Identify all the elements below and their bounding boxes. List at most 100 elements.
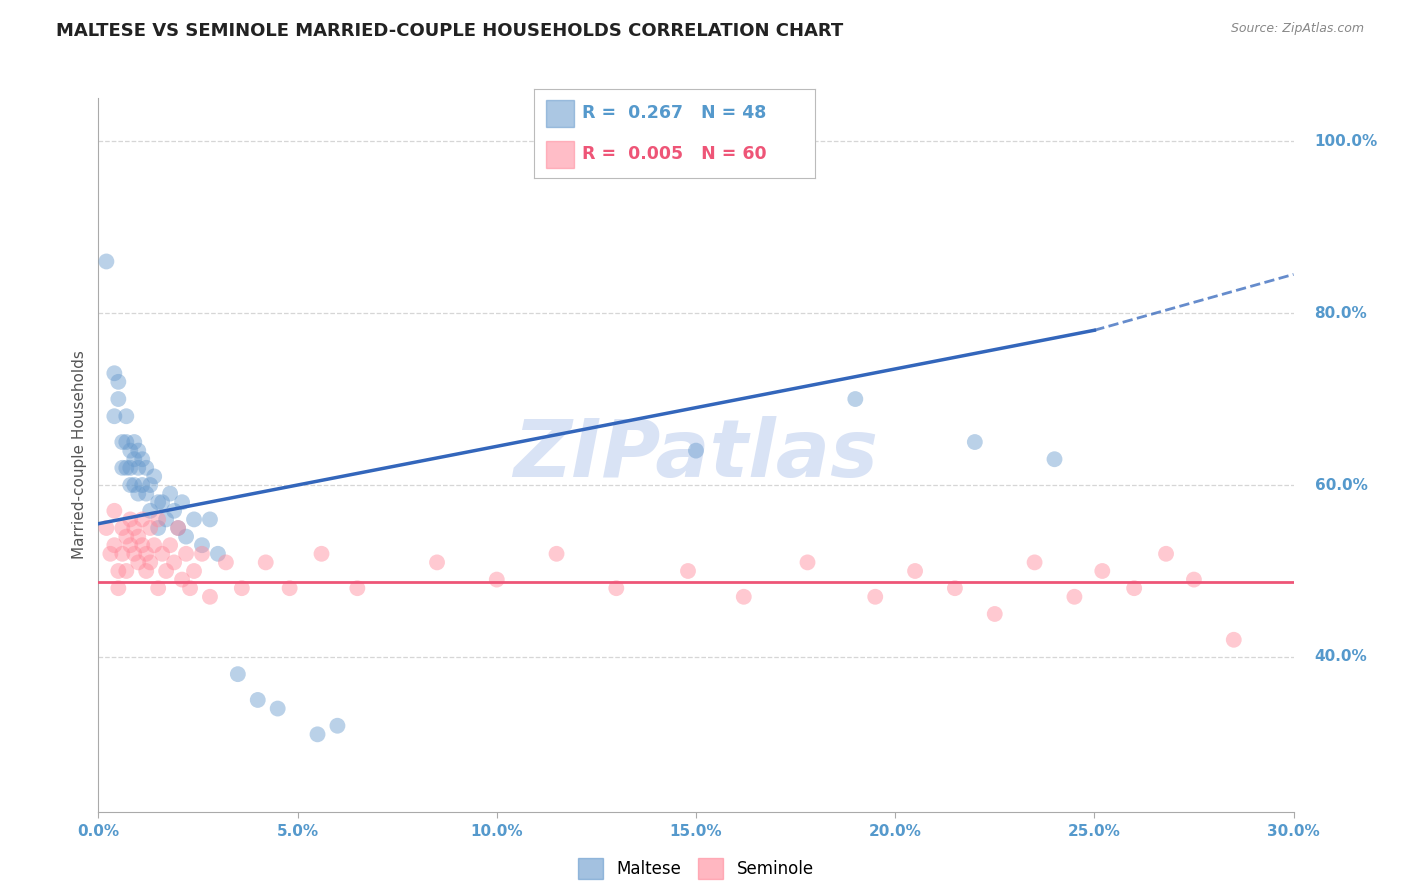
Point [115, 530, 138, 544]
Y-axis label: Married-couple Households: Married-couple Households [72, 351, 87, 559]
Point [135, 564, 157, 578]
Point [124, 521, 146, 535]
Point [107, 581, 129, 595]
Point [120, 538, 142, 552]
Point [676, 564, 699, 578]
Point [191, 547, 214, 561]
Point [863, 590, 886, 604]
Point [98, 547, 122, 561]
Point [103, 366, 125, 380]
Point [207, 547, 229, 561]
Point [1222, 632, 1246, 647]
Point [111, 547, 134, 561]
Point [1024, 555, 1046, 569]
Point [167, 521, 190, 535]
Text: 60.0%: 60.0% [1315, 477, 1368, 492]
Point [605, 581, 627, 595]
Legend: Maltese, Seminole: Maltese, Seminole [572, 852, 820, 886]
Bar [546, 100, 574, 127]
Point [150, 495, 173, 509]
Point [311, 547, 333, 561]
Point [111, 435, 134, 450]
Point [307, 727, 329, 741]
Point [1154, 547, 1177, 561]
Point [107, 392, 129, 406]
Point [115, 564, 138, 578]
Point [685, 443, 707, 458]
Point [231, 581, 253, 595]
Text: Source: ZipAtlas.com: Source: ZipAtlas.com [1230, 22, 1364, 36]
Point [943, 581, 966, 595]
Text: 100.0%: 100.0% [1315, 134, 1378, 149]
Point [120, 443, 142, 458]
Point [120, 460, 142, 475]
Point [155, 512, 177, 526]
Point [143, 538, 166, 552]
Point [135, 460, 157, 475]
Point [120, 512, 142, 526]
Point [155, 564, 177, 578]
Point [267, 701, 290, 715]
Point [124, 547, 146, 561]
Point [120, 478, 142, 492]
Text: R =  0.267   N = 48: R = 0.267 N = 48 [582, 104, 766, 122]
Point [103, 538, 125, 552]
Point [191, 538, 214, 552]
Point [179, 581, 201, 595]
Point [254, 555, 277, 569]
Point [131, 452, 153, 467]
Point [124, 478, 146, 492]
Point [127, 443, 149, 458]
Point [139, 504, 162, 518]
Point [115, 409, 138, 424]
Point [143, 469, 166, 483]
Point [174, 530, 197, 544]
Point [167, 521, 190, 535]
Point [127, 555, 149, 569]
Point [904, 564, 927, 578]
Point [198, 590, 221, 604]
Bar [546, 141, 574, 168]
Point [103, 504, 125, 518]
Point [115, 435, 138, 450]
Point [131, 478, 153, 492]
Point [172, 495, 194, 509]
Point [159, 538, 181, 552]
Text: 80.0%: 80.0% [1315, 306, 1368, 320]
Point [733, 590, 755, 604]
Point [111, 521, 134, 535]
Point [131, 512, 153, 526]
Point [139, 478, 162, 492]
Text: R =  0.005   N = 60: R = 0.005 N = 60 [582, 145, 766, 163]
Point [107, 564, 129, 578]
Point [127, 486, 149, 500]
Point [426, 555, 449, 569]
Point [135, 486, 157, 500]
Point [148, 521, 170, 535]
Point [96, 521, 118, 535]
Point [546, 547, 568, 561]
Point [159, 486, 181, 500]
Point [139, 555, 162, 569]
Point [844, 392, 866, 406]
Point [127, 530, 149, 544]
Point [226, 667, 249, 681]
Point [172, 573, 194, 587]
Point [124, 452, 146, 467]
Point [278, 581, 301, 595]
Point [1123, 581, 1146, 595]
Point [103, 409, 125, 424]
Point [148, 495, 170, 509]
Point [963, 435, 986, 450]
Point [135, 547, 157, 561]
Point [215, 555, 238, 569]
Point [246, 693, 269, 707]
Text: 40.0%: 40.0% [1315, 649, 1368, 665]
Point [1091, 564, 1114, 578]
Point [796, 555, 818, 569]
Point [131, 538, 153, 552]
Point [163, 504, 186, 518]
Point [148, 581, 170, 595]
Point [485, 573, 508, 587]
Point [127, 460, 149, 475]
